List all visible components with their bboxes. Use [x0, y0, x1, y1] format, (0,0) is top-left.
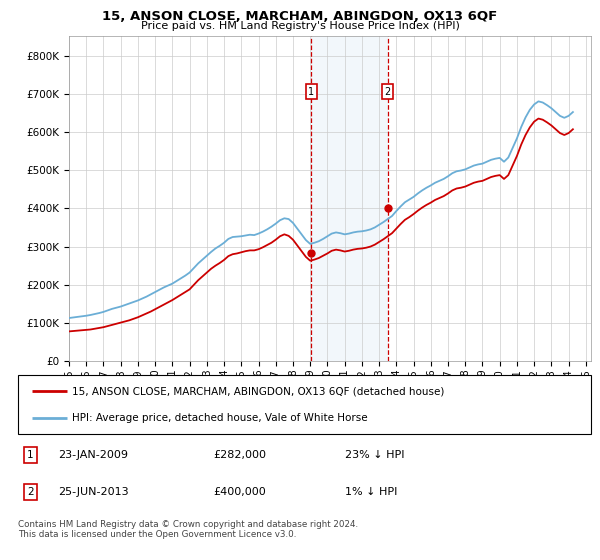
Text: 2: 2: [385, 87, 391, 97]
Text: 15, ANSON CLOSE, MARCHAM, ABINGDON, OX13 6QF (detached house): 15, ANSON CLOSE, MARCHAM, ABINGDON, OX13…: [73, 386, 445, 396]
Text: HPI: Average price, detached house, Vale of White Horse: HPI: Average price, detached house, Vale…: [73, 413, 368, 423]
Text: Price paid vs. HM Land Registry's House Price Index (HPI): Price paid vs. HM Land Registry's House …: [140, 21, 460, 31]
Text: £282,000: £282,000: [213, 450, 266, 460]
Text: 1: 1: [27, 450, 34, 460]
Text: 23% ↓ HPI: 23% ↓ HPI: [344, 450, 404, 460]
Text: 1: 1: [308, 87, 314, 97]
Text: 15, ANSON CLOSE, MARCHAM, ABINGDON, OX13 6QF: 15, ANSON CLOSE, MARCHAM, ABINGDON, OX13…: [103, 10, 497, 22]
FancyBboxPatch shape: [18, 375, 591, 434]
Text: £400,000: £400,000: [213, 487, 266, 497]
Text: 2: 2: [27, 487, 34, 497]
Text: Contains HM Land Registry data © Crown copyright and database right 2024.
This d: Contains HM Land Registry data © Crown c…: [18, 520, 358, 539]
Text: 23-JAN-2009: 23-JAN-2009: [58, 450, 128, 460]
Text: 1% ↓ HPI: 1% ↓ HPI: [344, 487, 397, 497]
Text: 25-JUN-2013: 25-JUN-2013: [58, 487, 129, 497]
Bar: [311, 36, 388, 361]
